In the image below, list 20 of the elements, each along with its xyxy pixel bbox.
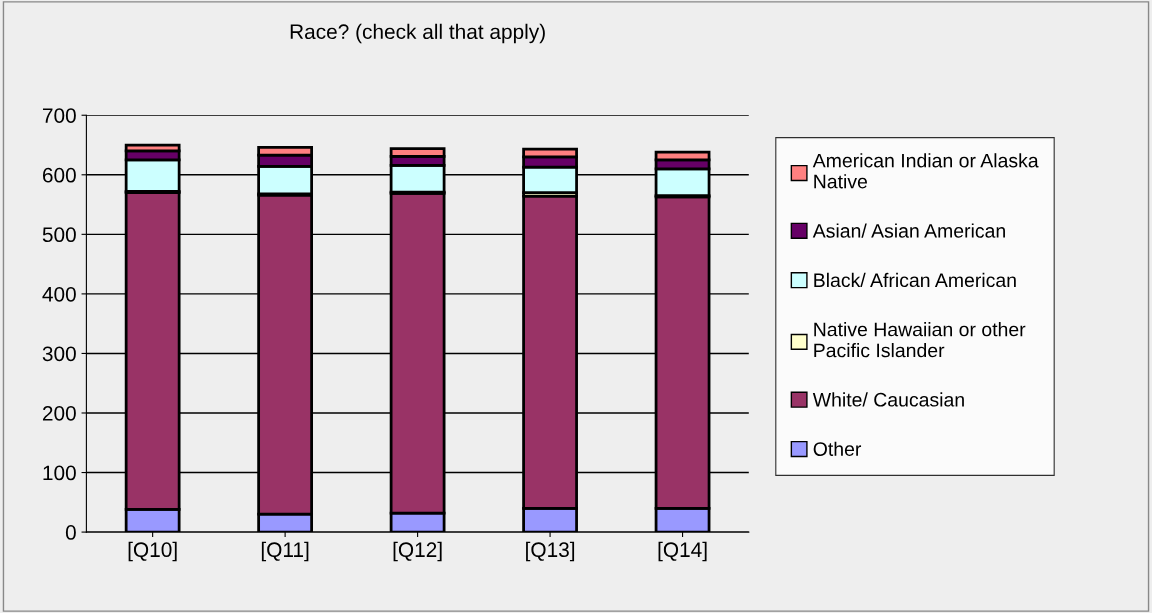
legend-label: Native Hawaiian or other Pacific Islander bbox=[814, 322, 1026, 358]
x-tick-label: [Q11] bbox=[261, 541, 309, 562]
legend-label: Black/ African American bbox=[814, 272, 1016, 288]
y-tick-label: 200 bbox=[42, 405, 76, 421]
legend-label: American Indian or Alaska Native bbox=[812, 153, 1039, 189]
x-tick-label: [Q10] bbox=[128, 541, 177, 562]
y-tick-label: 100 bbox=[43, 465, 76, 481]
y-tick-label: 400 bbox=[42, 286, 76, 302]
legend-label: White/ Caucasian bbox=[812, 392, 964, 407]
x-tick-label: [Q13] bbox=[526, 541, 575, 562]
y-tick-label: 0 bbox=[65, 525, 76, 540]
y-tick-label: 700 bbox=[42, 108, 76, 123]
y-tick-label: 300 bbox=[42, 346, 76, 362]
y-tick-label: 500 bbox=[42, 227, 76, 243]
legend-label: Other bbox=[813, 441, 862, 456]
x-tick-label: [Q12] bbox=[393, 541, 442, 562]
x-tick-label: [Q14] bbox=[658, 541, 707, 562]
y-tick-label: 600 bbox=[42, 167, 76, 183]
legend-label: Asian/ Asian American bbox=[812, 223, 1005, 238]
chart-title: Race? (check all that apply) bbox=[290, 23, 545, 44]
